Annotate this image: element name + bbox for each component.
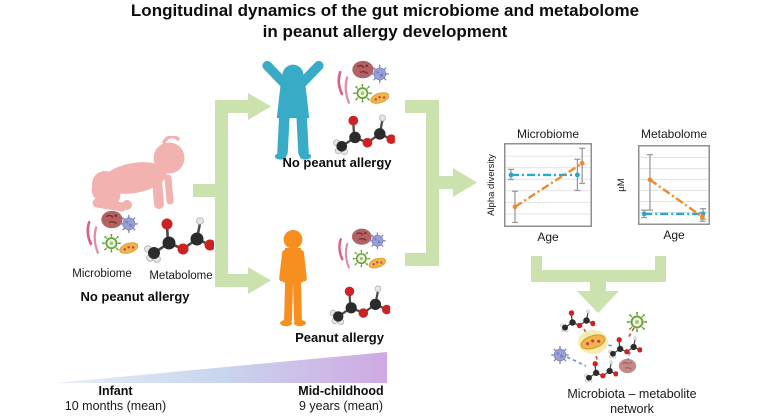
infant-metabolome-label: Metabolome [149, 270, 213, 282]
microbiome-chart-title: Microbiome [516, 127, 579, 141]
microbiome-cluster-icon [82, 207, 138, 263]
timeline-start-stage: Infant [98, 384, 133, 398]
microbiome-chart-ylabel: Alpha diversity [486, 154, 497, 216]
metabolome-chart-ylabel: µM [616, 178, 627, 192]
branch-arrow-icon [193, 93, 271, 294]
microbiome-cluster-icon [333, 226, 387, 276]
network-molecule-icon [607, 336, 642, 359]
microbiome-cluster-icon [333, 58, 389, 112]
infant-microbiome-label: Microbiome [72, 268, 132, 280]
metabolome-molecule-icon [328, 284, 391, 326]
network-label-line1: Microbiota – metabolite [567, 387, 697, 401]
metabolome-chart-xlabel: Age [663, 228, 685, 242]
no-allergy-outcome-label: No peanut allergy [282, 155, 392, 170]
metabolome-molecule-icon [143, 216, 214, 264]
network-blue-virus-icon [551, 345, 569, 365]
metabolome-molecule-icon [332, 113, 395, 156]
timeline-end-stage: Mid-childhood [298, 384, 384, 398]
figure-title-line2: in peanut allergy development [262, 22, 508, 41]
network-label: Microbiota – metabolite network [542, 387, 722, 416]
metabolome-chart-title: Metabolome [640, 127, 708, 141]
child-no-allergy-icon [262, 60, 324, 160]
converge-arrow-icon [405, 100, 477, 266]
age-timeline-triangle [54, 352, 387, 383]
microbiome-chart-plot [504, 143, 592, 227]
timeline-start-detail: 10 months (mean) [64, 399, 167, 413]
figure-title-line1: Longitudinal dynamics of the gut microbi… [130, 1, 640, 20]
infant-baby-icon [91, 136, 185, 212]
network-molecule-icon [559, 309, 595, 333]
microbiome-chart-xlabel: Age [537, 230, 559, 244]
allergy-outcome-label: Peanut allergy [295, 330, 384, 345]
network-green-virus-icon [626, 311, 648, 333]
timeline-end-detail: 9 years (mean) [298, 399, 384, 413]
merge-down-arrow-icon [531, 256, 666, 313]
network-molecule-icon [583, 360, 618, 383]
network-label-line2: network [610, 401, 654, 416]
infant-status-label: No peanut allergy [80, 289, 190, 304]
microbiota-metabolite-network-icon [551, 309, 648, 383]
metabolome-chart-plot [638, 145, 710, 225]
child-allergy-icon [279, 230, 307, 327]
figure-title: Longitudinal dynamics of the gut microbi… [0, 0, 770, 42]
network-red-blob-icon [618, 358, 637, 374]
